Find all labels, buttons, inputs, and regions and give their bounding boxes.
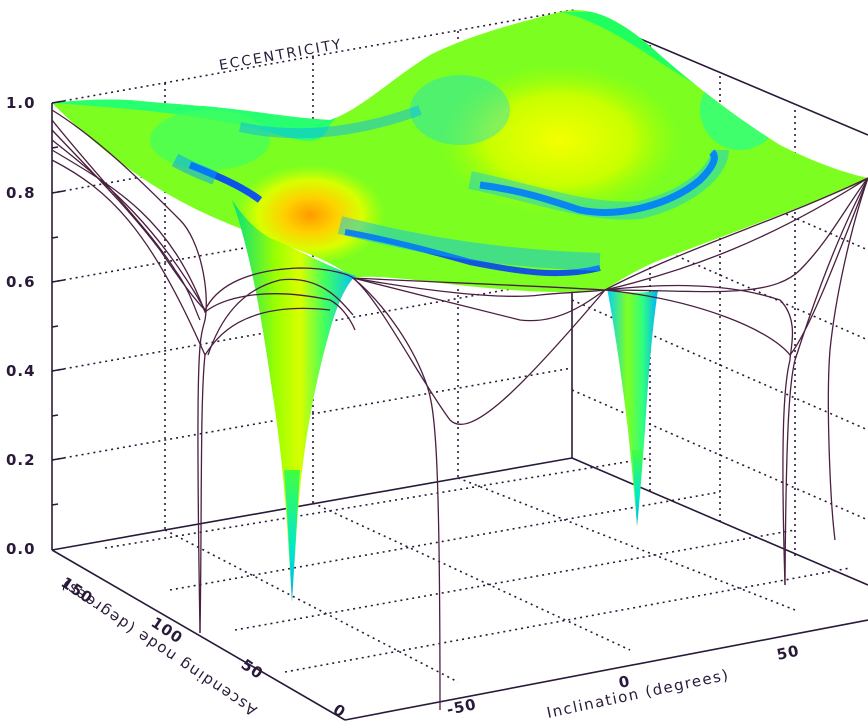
z-tick-label: 0.4	[6, 362, 36, 380]
z-tick-label: 0.2	[6, 451, 36, 469]
floor-grid-lines	[104, 457, 851, 683]
x-tick-label: 0	[617, 672, 632, 692]
z-tick-label: 1.0	[6, 94, 36, 112]
y-axis-title: Ascending node (degrees)	[57, 574, 260, 719]
z-tick-label: 0.6	[6, 273, 36, 291]
x-tick-label: -50	[445, 695, 478, 719]
x-axis-title: Inclination (degrees)	[545, 666, 731, 722]
z-axis-title: ECCENTRICITY	[218, 36, 344, 73]
eccentricity-curves	[51, 109, 868, 711]
z-axis-ticks	[51, 100, 65, 506]
surface-funnel-left	[232, 200, 356, 602]
surface-funnel-right	[607, 288, 658, 526]
z-tick-label: 0.8	[6, 184, 36, 202]
x-tick-label: 50	[775, 642, 801, 664]
eccentricity-surface	[52, 10, 868, 602]
y-tick-label: 0	[330, 700, 350, 721]
z-tick-label: 0.0	[6, 540, 36, 558]
